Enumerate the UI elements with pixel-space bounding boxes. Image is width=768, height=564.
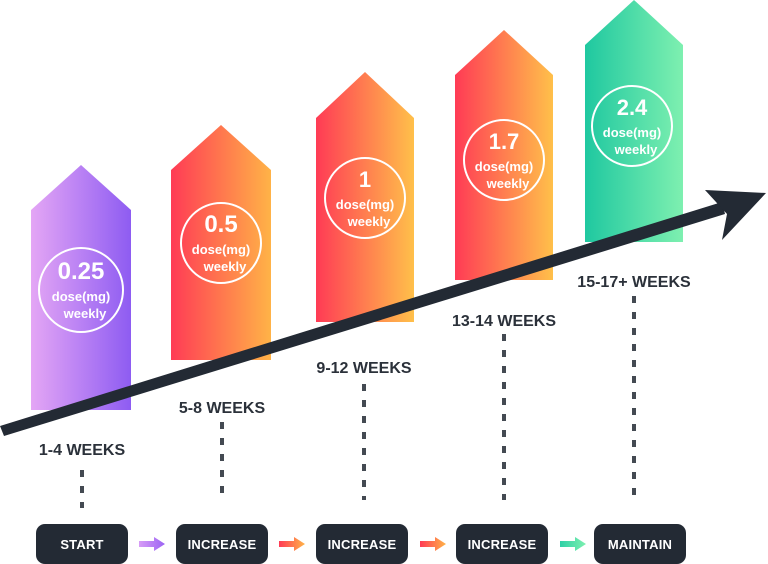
step-button-maintain[interactable]: MAINTAIN: [594, 524, 686, 564]
weeks-label-2: 5-8 WEEKS: [179, 400, 266, 417]
weeks-label-5: 15-17+ WEEKS: [577, 274, 691, 291]
dose-value: 2.4: [617, 95, 648, 120]
step-button-increase[interactable]: INCREASE: [176, 524, 268, 564]
arrow-right-icon: [139, 537, 165, 551]
step-button-start[interactable]: START: [36, 524, 128, 564]
weeks-label-3: 9-12 WEEKS: [316, 360, 411, 377]
dose-unit-label: dose(mg): [52, 289, 111, 304]
dose-unit-label: dose(mg): [192, 242, 251, 257]
arrow-right-icon: [560, 537, 586, 551]
dose-frequency-label: weekly: [203, 259, 247, 274]
dose-badge-4: [463, 119, 545, 201]
dose-frequency-label: weekly: [614, 142, 658, 157]
trend-arrow: [0, 190, 766, 436]
dose-badge-5: [591, 85, 673, 167]
dose-frequency-label: weekly: [486, 176, 530, 191]
arrow-right-icon: [420, 537, 446, 551]
dose-column-4: [455, 30, 553, 280]
dose-column-1: [31, 165, 131, 410]
dose-column-5: [585, 0, 683, 242]
arrow-right-icon: [279, 537, 305, 551]
dose-badge-2: [180, 202, 262, 284]
dose-value: 0.25: [58, 258, 105, 285]
dose-value: 1: [359, 167, 371, 192]
dose-badge-3: [324, 157, 406, 239]
dose-column-3: [316, 72, 414, 322]
trend-arrow-head: [705, 190, 766, 240]
dose-value: 1.7: [489, 129, 520, 154]
dose-unit-label: dose(mg): [603, 125, 662, 140]
dose-column-2: [171, 125, 271, 360]
dose-unit-label: dose(mg): [336, 197, 395, 212]
trend-arrow-shaft: [0, 202, 725, 436]
dose-badge-1: [38, 247, 124, 333]
step-button-increase[interactable]: INCREASE: [456, 524, 548, 564]
dose-frequency-label: weekly: [63, 306, 107, 321]
weeks-label-4: 13-14 WEEKS: [452, 313, 556, 330]
step-button-increase[interactable]: INCREASE: [316, 524, 408, 564]
weeks-label-1: 1-4 WEEKS: [39, 442, 126, 459]
dose-value: 0.5: [204, 211, 237, 238]
dose-unit-label: dose(mg): [475, 159, 534, 174]
dose-frequency-label: weekly: [347, 214, 391, 229]
